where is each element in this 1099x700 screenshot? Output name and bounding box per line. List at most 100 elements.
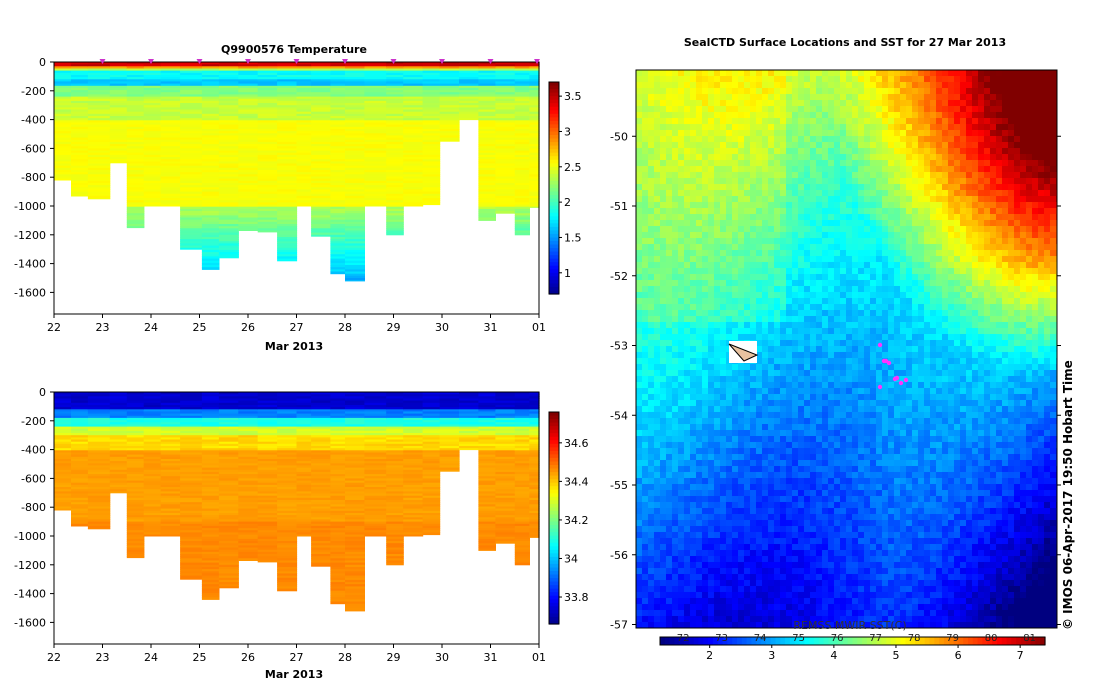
section-cell — [495, 456, 516, 460]
section-cell — [403, 120, 424, 123]
section-cell — [54, 72, 72, 76]
sst-cell — [834, 112, 840, 118]
section-cell — [386, 398, 404, 402]
section-cell — [311, 174, 332, 177]
sst-cell — [1002, 130, 1008, 136]
colorbar-segment — [549, 230, 559, 235]
section-cell — [345, 478, 365, 482]
profile-marker — [99, 59, 106, 64]
section-cell — [422, 441, 441, 445]
sst-cell — [1020, 82, 1026, 88]
section-cell — [277, 467, 298, 471]
sst-cell — [792, 118, 798, 124]
sst-cell — [750, 76, 756, 82]
section-cell — [330, 504, 346, 507]
section-cell — [71, 94, 89, 98]
section-cell — [143, 105, 162, 108]
sst-cell — [816, 70, 822, 76]
section-cell — [439, 428, 460, 432]
section-cell — [330, 569, 346, 572]
section-cell — [403, 448, 424, 451]
section-cell — [345, 172, 365, 175]
section-cell — [126, 103, 145, 106]
section-cell — [87, 198, 111, 200]
section-cell — [109, 113, 128, 117]
section-cell — [201, 187, 220, 190]
section-cell — [218, 133, 239, 136]
sst-cell — [690, 118, 696, 124]
section-cell — [87, 400, 111, 404]
section-cell — [71, 415, 89, 419]
section-cell — [180, 502, 203, 505]
colorbar-tick-label: 1.5 — [564, 231, 582, 244]
section-cell — [54, 167, 72, 171]
section-cell — [71, 83, 89, 87]
section-cell — [529, 183, 540, 186]
section-cell — [126, 133, 145, 136]
section-cell — [403, 163, 424, 167]
section-cell — [160, 109, 181, 113]
section-cell — [364, 172, 387, 175]
temperature-panel: Q9900576 Temperature 0-200-400-600-800-1… — [14, 43, 581, 353]
section-cell — [143, 135, 162, 139]
section-cell — [109, 417, 128, 421]
section-cell — [87, 79, 111, 82]
section-cell — [296, 193, 312, 197]
colorbar-segment — [549, 262, 559, 267]
colorbar-tick-label: 2.5 — [564, 161, 582, 174]
section-cell — [143, 64, 162, 67]
section-cell — [296, 200, 312, 203]
section-cell — [160, 113, 181, 117]
section-cell — [54, 502, 72, 505]
sst-cell — [918, 112, 924, 118]
section-cell — [54, 484, 72, 488]
section-cell — [257, 228, 278, 231]
sst-cell — [720, 118, 726, 124]
section-cell — [218, 422, 239, 425]
section-cell — [514, 105, 530, 108]
sst-cell — [1002, 70, 1008, 76]
section-cell — [403, 487, 424, 490]
sst-cell — [726, 118, 732, 124]
section-cell — [514, 131, 530, 134]
section-cell — [143, 107, 162, 111]
section-cell — [160, 98, 181, 102]
section-cell — [311, 139, 332, 143]
section-cell — [218, 157, 239, 160]
section-cell — [201, 502, 220, 505]
section-cell — [495, 111, 516, 115]
section-cell — [478, 478, 496, 482]
section-cell — [160, 178, 181, 182]
section-cell — [201, 400, 220, 404]
section-cell — [529, 448, 540, 451]
section-cell — [345, 163, 365, 167]
section-cell — [364, 525, 387, 529]
section-cell — [311, 226, 332, 229]
section-cell — [514, 230, 530, 234]
section-cell — [109, 400, 128, 404]
section-cell — [238, 392, 259, 395]
section-cell — [218, 228, 239, 231]
section-cell — [54, 109, 72, 113]
section-cell — [109, 446, 128, 449]
sst-cell — [1050, 136, 1056, 142]
section-cell — [330, 461, 346, 464]
section-cell — [238, 450, 259, 453]
section-cell — [345, 170, 365, 173]
section-cell — [71, 159, 89, 162]
section-cell — [439, 422, 460, 425]
section-cell — [126, 129, 145, 132]
section-cell — [422, 64, 441, 67]
sst-cell — [984, 136, 990, 142]
sst-cell — [846, 136, 852, 142]
section-cell — [345, 592, 365, 596]
section-cell — [71, 402, 89, 406]
section-cell — [257, 547, 278, 551]
sst-cell — [1050, 130, 1056, 136]
section-cell — [160, 195, 181, 199]
section-cell — [495, 122, 516, 126]
section-cell — [238, 482, 259, 486]
section-cell — [87, 396, 111, 399]
section-cell — [296, 392, 312, 395]
section-cell — [54, 476, 72, 479]
